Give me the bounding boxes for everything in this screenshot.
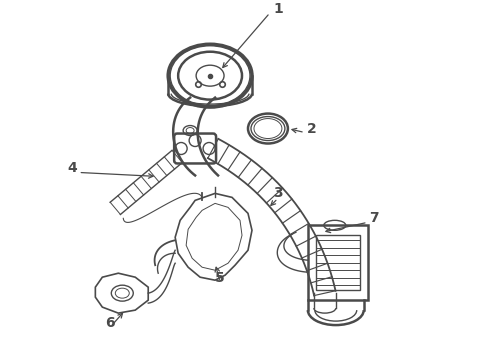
Bar — [316, 235, 360, 290]
Text: 5: 5 — [215, 271, 225, 285]
Text: 7: 7 — [369, 211, 378, 225]
Text: 4: 4 — [68, 161, 77, 175]
Bar — [308, 225, 368, 300]
Text: 1: 1 — [273, 2, 283, 16]
Text: 3: 3 — [273, 186, 283, 201]
Text: 2: 2 — [307, 122, 317, 136]
Text: 6: 6 — [105, 316, 115, 330]
